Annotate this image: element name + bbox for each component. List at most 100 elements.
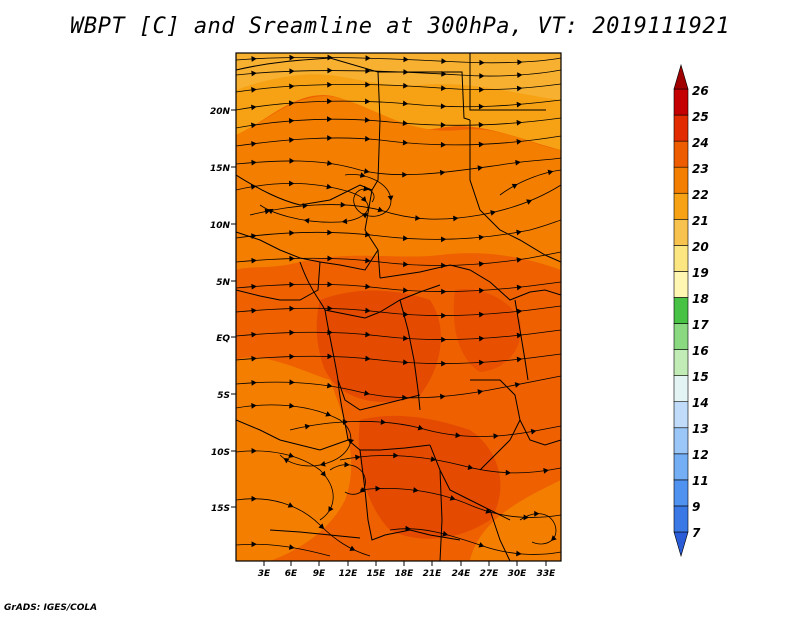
streamline-arrow <box>363 185 369 192</box>
streamline-arrow <box>251 402 257 409</box>
streamline-arrow <box>289 305 295 312</box>
colorbar-swatch <box>673 245 689 272</box>
streamline-arrow <box>479 86 485 93</box>
streamline-arrow <box>288 452 295 459</box>
colorbar-swatch <box>673 453 689 481</box>
streamline-arrow <box>393 452 399 459</box>
streamline <box>236 135 561 147</box>
lon-tick-label: 18E <box>395 569 415 579</box>
colorbar-swatch <box>673 166 689 194</box>
streamline-arrow <box>320 470 326 477</box>
colorbar-label: 14 <box>692 396 709 410</box>
streamline-arrow <box>516 332 523 339</box>
colorbar-swatch <box>673 297 689 324</box>
streamline-arrow <box>440 393 446 400</box>
streamline-arrow <box>365 307 371 314</box>
streamline <box>499 169 561 196</box>
streamline-arrow <box>478 234 485 241</box>
streamline-arrow <box>517 59 523 66</box>
streamline-arrow <box>251 379 257 386</box>
colorbar-swatch <box>673 218 689 246</box>
lon-tick-label: 33E <box>537 569 557 579</box>
streamline-arrow <box>326 183 333 190</box>
colorbar-label: 7 <box>692 526 701 540</box>
country-borders <box>236 53 561 561</box>
streamline-arrow <box>479 59 485 66</box>
colorbar-swatch <box>673 323 689 350</box>
streamline-arrow <box>440 122 447 128</box>
field-southwest-patch <box>236 357 352 561</box>
streamline-arrow <box>364 117 371 123</box>
streamline <box>236 353 561 365</box>
streamline-arrow <box>441 288 447 295</box>
streamline-arrow <box>402 171 408 178</box>
streamline-arrow <box>365 67 371 74</box>
streamline-arrow <box>326 160 333 166</box>
streamline-arrow <box>547 169 554 176</box>
lat-tick-label: 10S <box>211 448 230 458</box>
streamline-arrow <box>477 389 484 395</box>
colorbar-low-triangle <box>673 531 689 558</box>
streamline-arrow <box>340 201 346 208</box>
streamline-arrow <box>251 87 257 93</box>
streamline-arrow <box>413 487 419 493</box>
streamline-arrow <box>327 329 333 336</box>
lon-tick-label: 15E <box>367 569 387 579</box>
colorbar-swatch <box>673 479 689 507</box>
streamline <box>236 543 331 557</box>
streamline-arrow <box>327 255 333 262</box>
lat-tick-label: 5S <box>217 391 230 401</box>
lon-tick-label: 12E <box>339 569 359 579</box>
streamline-arrow <box>251 70 257 77</box>
streamline-arrow <box>403 56 409 63</box>
streamline-arrow <box>365 331 371 338</box>
streamline-arrow <box>250 122 257 129</box>
streamline-arrow <box>516 119 523 126</box>
streamline-arrow <box>289 230 295 236</box>
lon-tick-label: 6E <box>285 569 298 579</box>
streamline-arrow <box>327 305 333 312</box>
streamline-arrow <box>516 138 523 145</box>
streamline-arrow <box>251 355 257 362</box>
streamline-arrow <box>375 485 381 492</box>
streamline-arrow <box>402 120 409 127</box>
streamline-arrow <box>516 257 523 263</box>
streamline-arrow <box>327 67 333 74</box>
streamline-arrow <box>403 69 409 75</box>
streamline-arrow <box>441 71 447 77</box>
streamline-arrow <box>341 218 348 225</box>
streamline-arrow <box>348 438 354 445</box>
lon-tick-label: 24E <box>452 569 472 579</box>
lon-tick-label: 27E <box>480 569 500 579</box>
streamline-arrow <box>251 56 257 62</box>
colorbar-label: 22 <box>692 188 709 202</box>
streamline-arrow <box>550 535 557 541</box>
streamline-arrow <box>289 281 295 288</box>
colorbar-swatch <box>673 401 689 429</box>
colorbar-label: 11 <box>692 474 709 488</box>
colorbar-swatch <box>673 192 689 220</box>
streamline-arrow <box>441 360 447 367</box>
streamline-arrow <box>478 359 485 366</box>
colorbar-label: 17 <box>692 318 709 332</box>
streamline-arrow <box>326 382 333 389</box>
streamline-arrow <box>327 353 333 360</box>
streamline-arrow <box>453 215 459 222</box>
colorbar-swatch <box>673 505 689 533</box>
colorbar-label: 19 <box>692 266 709 280</box>
streamline-arrow <box>403 335 409 342</box>
streamline-arrow <box>478 542 485 548</box>
streamline-arrow <box>325 411 332 417</box>
streamline-arrow <box>526 199 533 205</box>
streamline-arrow <box>490 210 496 216</box>
streamline-arrow <box>377 206 384 213</box>
streamline <box>339 455 561 474</box>
streamline-arrow <box>430 456 437 462</box>
streamline-arrow <box>289 54 295 61</box>
streamline-arrow <box>365 355 371 362</box>
streamline-arrow <box>327 281 333 288</box>
axis-ticks <box>231 109 547 566</box>
streamline-arrow <box>402 394 408 401</box>
streamline-arrow <box>402 139 409 146</box>
